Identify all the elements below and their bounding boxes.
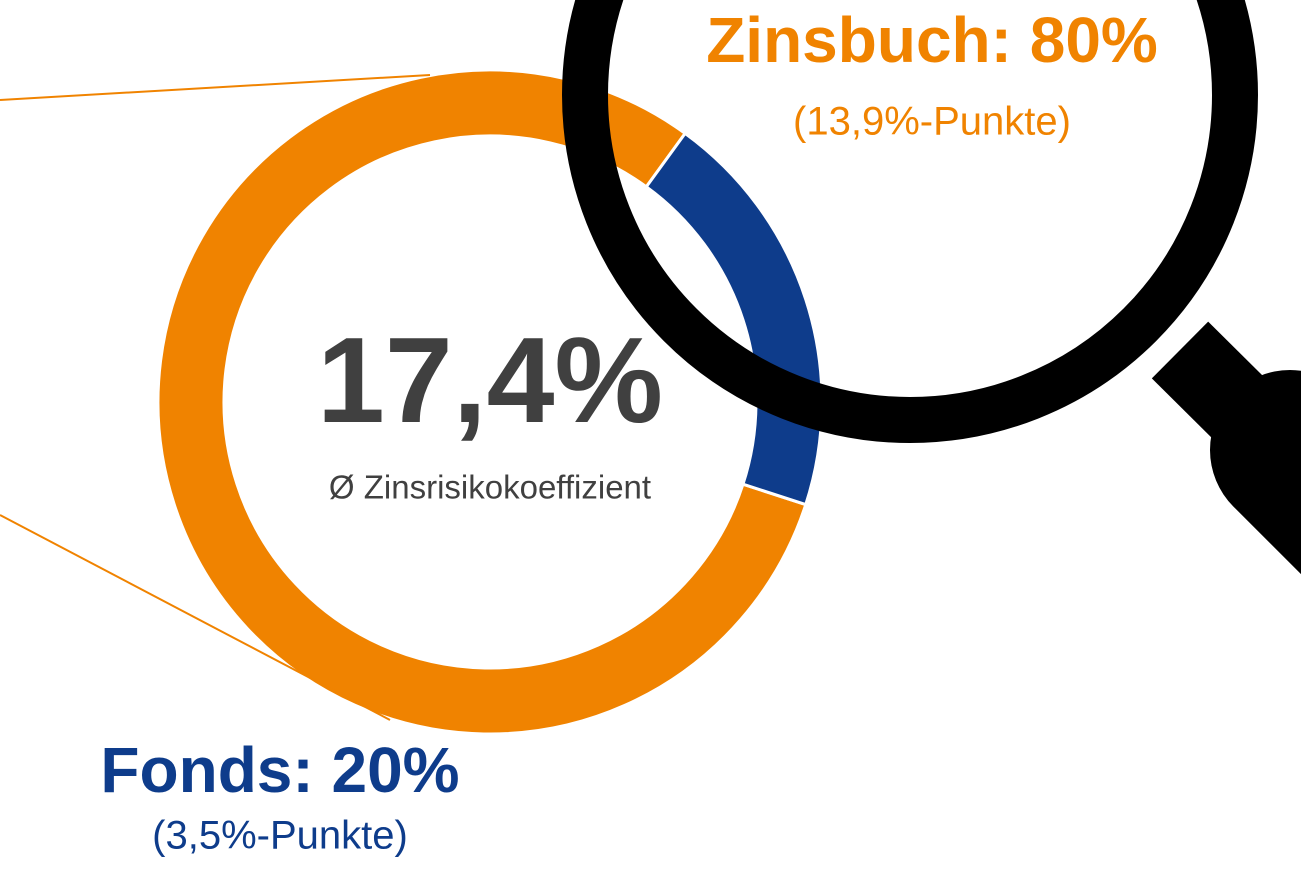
segment-label: Zinsbuch: 80% — [706, 4, 1158, 76]
segment-sublabel: (13,9%-Punkte) — [793, 100, 1071, 144]
callout-line — [0, 514, 391, 721]
segment-label: Fonds: 20% — [100, 734, 459, 806]
segment-sublabel: (3,5%-Punkte) — [152, 814, 408, 858]
lens-handle — [1210, 370, 1301, 575]
center-value: 17,4% — [317, 312, 663, 448]
magnifier — [562, 0, 1301, 575]
lens-ring — [562, 0, 1258, 443]
callout-line — [0, 74, 431, 101]
center-label: Ø Zinsrisikokoeffizient — [329, 469, 651, 506]
